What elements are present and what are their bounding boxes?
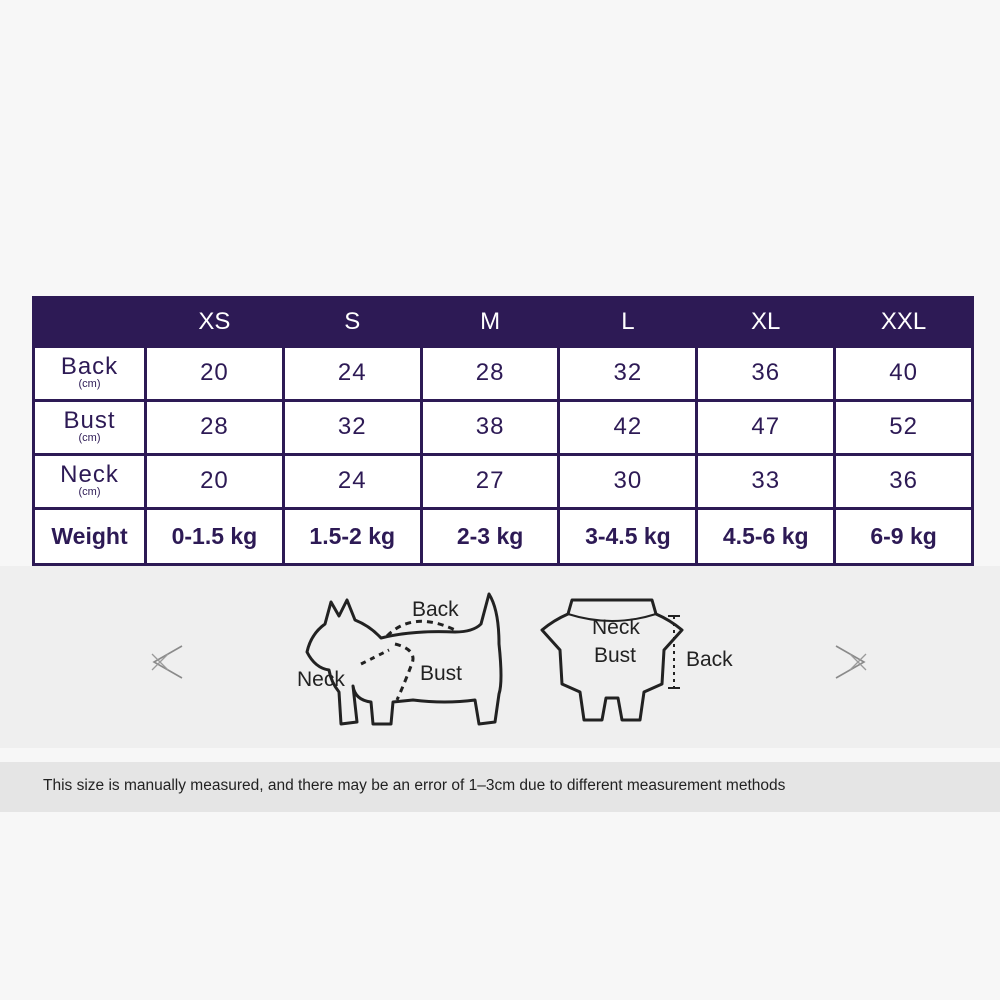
dog-neck-label: Neck [297,668,345,691]
coat-neck-label: Neck [592,616,640,639]
table-cell: 28 [419,345,561,402]
right-arrow-icon [835,645,867,679]
table-cell: 32 [557,345,699,402]
table-cell: 42 [557,398,699,456]
table-cell: 40 [833,345,974,402]
table-cell: 20 [144,345,285,402]
size-chart-table: XS S M L XL XXL Back (cm) 20 24 28 32 36… [32,296,974,567]
table-cell: 4.5-6 kg [695,506,837,567]
header-corner [32,296,147,348]
row-label-text: Neck [60,461,119,489]
table-cell: 27 [419,452,561,510]
table-cell: 32 [281,398,423,456]
size-header-row: XS S M L XL XXL [32,296,974,348]
row-label-back: Back (cm) [32,345,147,402]
size-header-xxl: XXL [833,296,974,348]
row-label-neck: Neck (cm) [32,452,147,510]
row-label-bust: Bust (cm) [32,398,147,456]
dog-bust-label: Bust [420,662,462,685]
table-row-neck: Neck (cm) 20 24 27 30 33 36 [32,452,974,510]
coat-outline [540,598,684,722]
table-cell: 6-9 kg [833,506,974,567]
size-header-l: L [557,296,699,348]
size-header-m: M [419,296,561,348]
row-unit: (cm) [78,378,101,391]
back-measure-ends [668,615,680,689]
table-cell: 24 [281,452,423,510]
dog-back-label: Back [412,598,459,621]
coat-bust-label: Bust [594,644,636,667]
back-measure-line [385,619,456,638]
table-row-bust: Bust (cm) 28 32 38 42 47 52 [32,398,974,456]
measurement-note: This size is manually measured, and ther… [43,777,786,794]
measurement-note-band: This size is manually measured, and ther… [0,762,1000,812]
table-cell: 24 [281,345,423,402]
bust-measure-line [394,642,415,701]
table-cell: 28 [144,398,285,456]
left-arrow-icon [151,645,183,679]
row-unit: (cm) [78,432,101,445]
size-header-s: S [281,296,423,348]
row-label-text: Bust [63,407,116,435]
table-cell: 52 [833,398,974,456]
table-cell: 20 [144,452,285,510]
measurement-diagram-band: Back Neck Bust Neck Bust Back [0,566,1000,748]
table-row-back: Back (cm) 20 24 28 32 36 40 [32,345,974,402]
table-cell: 47 [695,398,837,456]
table-cell: 30 [557,452,699,510]
neck-measure-line [360,648,390,666]
dog-outline [305,592,503,726]
table-cell: 1.5-2 kg [281,506,423,567]
table-cell: 0-1.5 kg [144,506,285,567]
table-cell: 2-3 kg [419,506,561,567]
row-label-weight: Weight [32,506,147,567]
table-cell: 33 [695,452,837,510]
coat-collar [567,613,657,622]
coat-back-label: Back [686,648,733,671]
row-unit: (cm) [78,486,101,499]
table-row-weight: Weight 0-1.5 kg 1.5-2 kg 2-3 kg 3-4.5 kg… [32,506,974,567]
row-label-text: Weight [51,523,128,550]
size-header-xl: XL [695,296,837,348]
coat-measurement-illustration: Neck Bust Back [540,598,733,722]
table-cell: 3-4.5 kg [557,506,699,567]
table-cell: 38 [419,398,561,456]
table-cell: 36 [695,345,837,402]
table-cell: 36 [833,452,974,510]
dog-measurement-illustration: Back Neck Bust [297,592,503,726]
size-header-xs: XS [144,296,285,348]
row-label-text: Back [60,353,119,381]
